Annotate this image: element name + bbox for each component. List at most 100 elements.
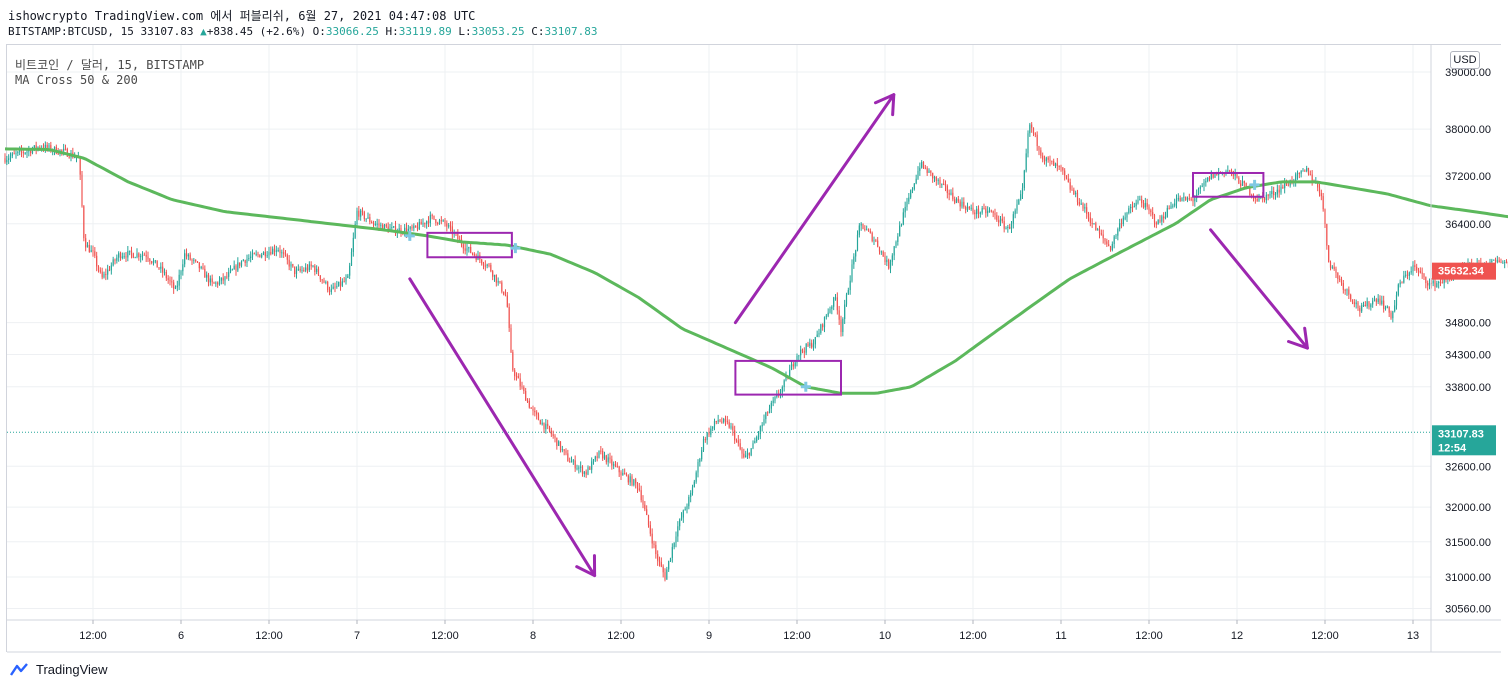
candle-body [730, 426, 732, 428]
candle-body [136, 253, 138, 258]
candle-body [1368, 301, 1370, 308]
candle-body [765, 412, 767, 420]
candle-body [35, 145, 37, 150]
legend-indicator-name[interactable]: MA Cross 50 & 200 [15, 73, 138, 87]
candle-body [339, 281, 342, 286]
candle-body [853, 256, 855, 265]
candle-body [438, 220, 441, 224]
candle-body [1186, 198, 1189, 200]
candle-body [233, 265, 235, 270]
candle-body [941, 183, 943, 185]
candle-body [352, 237, 354, 252]
candle-body [167, 278, 169, 280]
candle-body [1372, 300, 1374, 305]
candle-body [981, 208, 983, 213]
candle-body [44, 144, 46, 150]
candle-body [1084, 207, 1086, 209]
candle-body [393, 226, 395, 228]
candle-body [178, 274, 180, 286]
candle-body [867, 229, 870, 231]
candle-body [884, 256, 886, 263]
candle-body [526, 400, 529, 402]
candle-body [1273, 191, 1275, 196]
candle-body [1240, 183, 1242, 186]
candle-body [677, 526, 679, 537]
candle-body [248, 258, 250, 260]
candle-body [1093, 223, 1095, 225]
annotation-arrowhead [575, 554, 597, 578]
candle-body [1326, 223, 1328, 246]
candle-body [250, 256, 252, 259]
candle-body [735, 440, 738, 442]
candle-body [1148, 206, 1150, 211]
candle-body [620, 472, 622, 476]
candle-body [763, 419, 765, 425]
chart-frame[interactable] [6, 44, 1501, 652]
candle-body [490, 264, 492, 272]
candle-body [327, 281, 329, 291]
price-tick-label: 39000.00 [1445, 67, 1491, 79]
candle-body [664, 572, 666, 580]
candle-body [382, 224, 384, 230]
candle-body [1065, 175, 1068, 179]
candle-body [1212, 173, 1214, 178]
candle-body [702, 439, 705, 451]
candle-body [803, 351, 805, 353]
candle-body [741, 449, 743, 454]
candle-body [493, 274, 496, 277]
currency-button[interactable]: USD [1450, 51, 1480, 69]
candle-body [332, 286, 334, 289]
candle-body [1427, 282, 1429, 286]
candle-body [28, 149, 30, 152]
candle-body [860, 223, 862, 226]
candle-body [435, 219, 437, 223]
candle-body [1199, 186, 1201, 190]
candle-body [1412, 265, 1414, 272]
tradingview-logo[interactable]: TradingView [8, 660, 108, 678]
candle-body [506, 295, 508, 307]
candle-body [255, 253, 257, 255]
candle-body [886, 259, 888, 263]
candle-body [790, 364, 793, 370]
candle-body [1230, 170, 1233, 172]
candle-body [239, 262, 241, 266]
candle-body [1054, 163, 1057, 166]
candle-body [880, 251, 882, 253]
candle-body [963, 201, 965, 207]
candle-body [831, 306, 833, 309]
candle-body [1031, 124, 1033, 128]
time-tick-label: 12:00 [783, 630, 811, 642]
candle-body [1210, 173, 1212, 180]
candle-body [836, 297, 838, 311]
candle-body [24, 152, 26, 154]
last-price-tag [1432, 425, 1496, 456]
candle-body [902, 212, 904, 225]
candle-body [1177, 197, 1179, 200]
candle-body [748, 453, 750, 456]
candle-body [1130, 206, 1132, 209]
candle-body [1049, 159, 1051, 161]
candle-body [497, 281, 499, 283]
candle-body [152, 261, 155, 263]
candle-body [1436, 283, 1438, 287]
candle-body [303, 270, 305, 272]
candle-body [1056, 163, 1058, 166]
candle-body [726, 420, 728, 423]
candle-body [1504, 262, 1506, 264]
candle-body [536, 412, 538, 415]
candle-body [211, 278, 213, 283]
candle-body [371, 221, 373, 224]
candle-body [631, 476, 633, 486]
candle-body [1300, 170, 1302, 174]
candle-body [1104, 238, 1106, 242]
candle-body [1146, 202, 1148, 207]
candle-body [796, 355, 798, 363]
candle-body [1287, 184, 1289, 186]
candle-body [442, 220, 444, 222]
candle-body [446, 223, 448, 227]
candle-body [671, 547, 673, 559]
candle-body [1381, 300, 1383, 305]
candle-body [596, 456, 598, 458]
candle-body [473, 253, 475, 256]
